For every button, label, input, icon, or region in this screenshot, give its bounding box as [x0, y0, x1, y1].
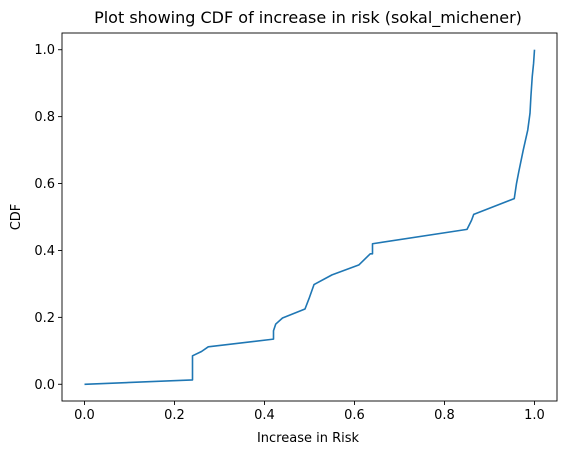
x-tick-label: 0.2	[164, 408, 185, 423]
y-tick-label: 0.4	[34, 244, 55, 259]
x-tick-label: 0.4	[254, 408, 275, 423]
plot-area: 0.0 0.2 0.4 0.6 0.8 1.0 0.0 0.2 0.4 0.6 0.8 1.0	[34, 32, 558, 423]
y-tick-label: 0.2	[34, 311, 55, 326]
y-tick-label: 0.0	[34, 378, 55, 393]
y-tick-label: 1.0	[34, 43, 55, 58]
axes-frame	[61, 32, 558, 402]
x-axis-label: Increase in Risk	[257, 431, 360, 446]
x-tick-label: 1.0	[524, 408, 545, 423]
x-tick-label: 0.8	[434, 408, 455, 423]
series-line-0	[84, 49, 536, 386]
x-tick-label: 0.0	[74, 408, 95, 423]
x-tick-label: 0.6	[344, 408, 365, 423]
y-axis-label: CDF	[9, 204, 24, 231]
y-tick-label: 0.8	[34, 110, 55, 125]
chart-title: Plot showing CDF of increase in risk (so…	[94, 8, 522, 28]
y-tick-label: 0.6	[34, 177, 55, 192]
